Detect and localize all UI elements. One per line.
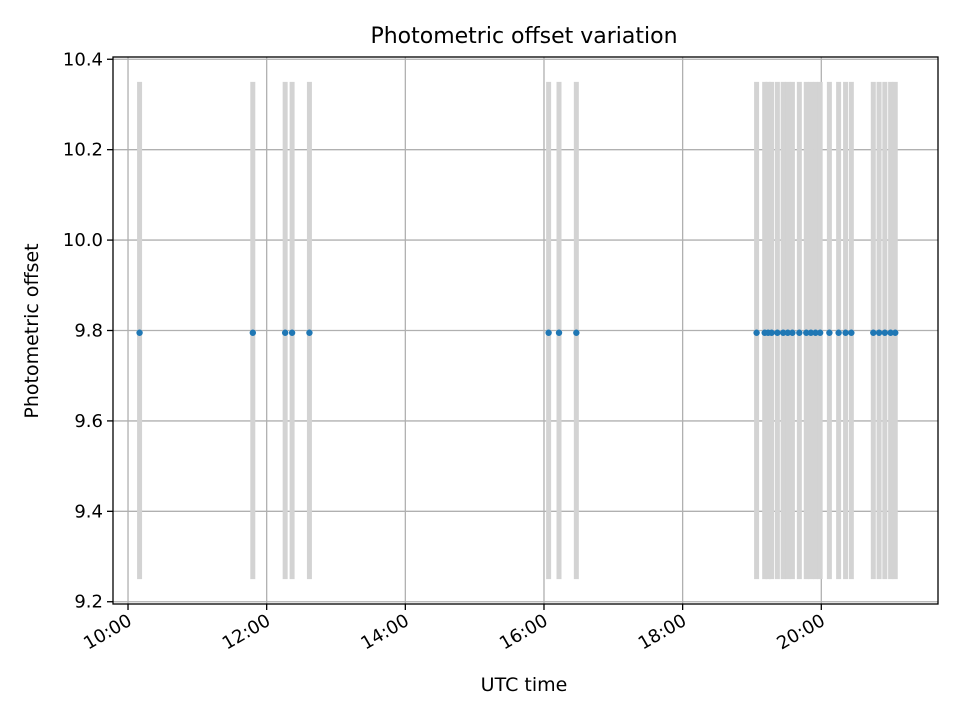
- y-tick-label: 10.4: [63, 49, 103, 70]
- data-point: [842, 329, 849, 336]
- y-tick-label: 10.0: [63, 230, 103, 251]
- data-point: [784, 329, 791, 336]
- x-tick-label: 18:00: [635, 610, 690, 654]
- x-tick-label: 10:00: [80, 610, 135, 654]
- data-point: [807, 329, 815, 336]
- data-point: [281, 329, 289, 336]
- data-point: [796, 329, 803, 336]
- data-point: [892, 329, 899, 336]
- x-tick-label: 14:00: [357, 610, 412, 654]
- data-point: [249, 329, 257, 336]
- data-point: [870, 329, 877, 336]
- data-point: [768, 329, 775, 336]
- y-axis-ticks: 9.2 9.4 9.6 9.8 10.0 10.2 10.4: [63, 49, 113, 613]
- y-tick-label: 9.2: [74, 592, 103, 613]
- chart-title: Photometric offset variation: [370, 24, 677, 49]
- data-point: [875, 329, 883, 336]
- data-points: [136, 329, 899, 336]
- data-point: [812, 329, 819, 336]
- data-point: [555, 329, 563, 336]
- x-tick-label: 20:00: [773, 610, 828, 654]
- data-point: [753, 329, 760, 336]
- data-point: [835, 329, 842, 336]
- y-tick-label: 10.2: [63, 140, 103, 161]
- y-tick-label: 9.4: [74, 501, 103, 522]
- data-point: [288, 329, 296, 336]
- data-point: [545, 329, 552, 336]
- x-tick-label: 12:00: [219, 610, 274, 654]
- data-point: [881, 329, 889, 336]
- data-point: [887, 329, 894, 336]
- y-axis-label: Photometric offset: [21, 243, 43, 418]
- data-point: [848, 329, 855, 336]
- y-tick-label: 9.8: [74, 321, 103, 342]
- x-tick-label: 16:00: [496, 610, 551, 654]
- x-axis-ticks: 10:00 12:00 14:00 16:00 18:00 20:00: [80, 604, 829, 654]
- data-point: [826, 329, 833, 336]
- data-point: [779, 329, 787, 336]
- y-tick-label: 9.6: [74, 411, 103, 432]
- data-point: [803, 329, 810, 336]
- data-point: [573, 329, 580, 336]
- data-point: [789, 329, 796, 336]
- data-point: [306, 329, 313, 336]
- data-point: [136, 329, 143, 336]
- data-point: [774, 329, 781, 336]
- data-point: [816, 329, 824, 336]
- x-axis-label: UTC time: [481, 674, 568, 696]
